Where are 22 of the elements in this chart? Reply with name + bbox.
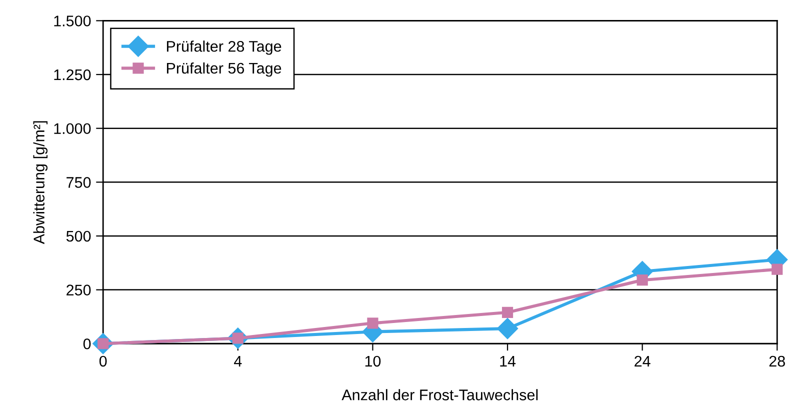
y-tick-label: 1.000 <box>54 123 91 134</box>
point <box>367 318 378 329</box>
x-tick-label: 0 <box>99 356 107 367</box>
x-tick-label: 4 <box>234 356 242 366</box>
y-tick-label: 750 <box>66 177 91 188</box>
legend-label: Prüfalter 28 Tage <box>166 40 282 55</box>
x-tick-label: 14 <box>500 356 516 366</box>
legend-label: Prüfalter 56 Tage <box>166 62 282 77</box>
y-tick-label: 0 <box>83 338 91 350</box>
y-tick-label: 1.500 <box>54 16 91 26</box>
y-axis-title: Abwitterung [g/m²] <box>33 121 48 244</box>
point <box>497 318 518 340</box>
point <box>772 264 783 275</box>
x-tick-label: 24 <box>634 356 650 366</box>
point <box>636 274 648 286</box>
x-tick-label: 28 <box>769 356 785 367</box>
x-tick-label: 10 <box>365 356 381 367</box>
y-tick-label: 500 <box>66 230 91 242</box>
x-axis-title: Anzahl der Frost-Tauwechsel <box>342 389 538 400</box>
y-tick-label: 250 <box>66 284 91 296</box>
point <box>502 306 514 318</box>
y-tick-label: 1.250 <box>54 69 91 80</box>
